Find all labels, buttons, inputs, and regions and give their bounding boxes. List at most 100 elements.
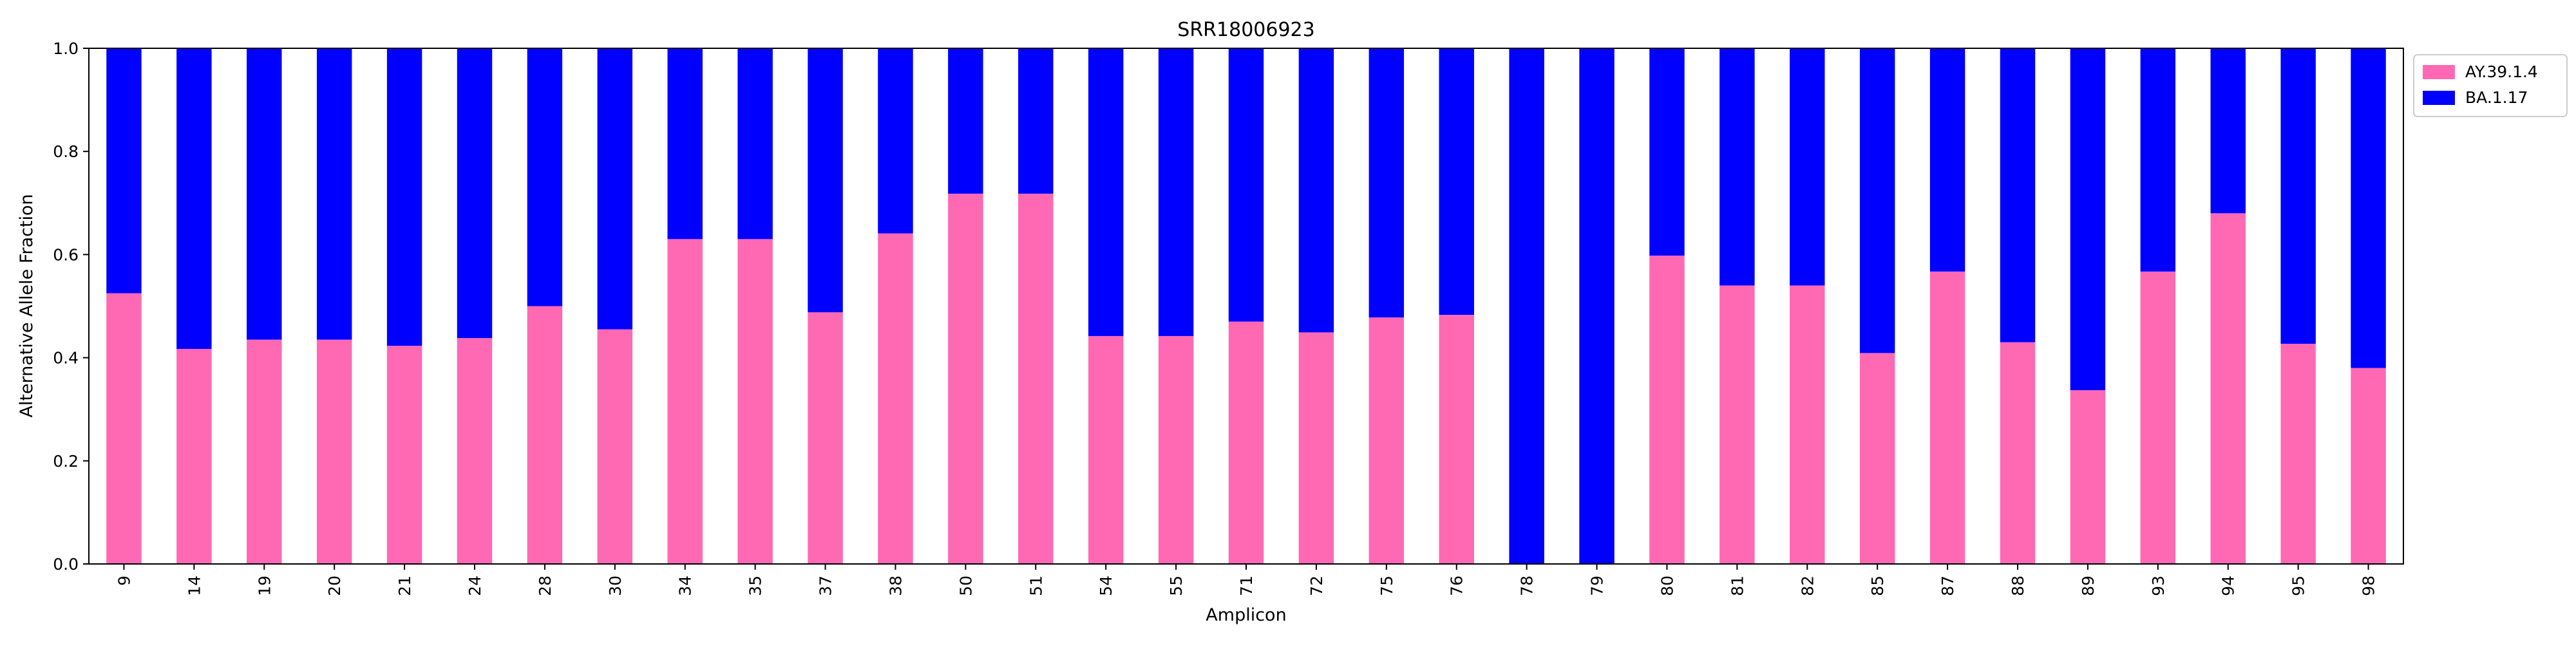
y-tick-label: 0.2 [53, 452, 79, 471]
bar-95-series-0 [2280, 343, 2316, 564]
bar-54-series-0 [1088, 335, 1124, 564]
bar-21-series-0 [386, 346, 422, 564]
bar-79-series-1 [1579, 48, 1615, 564]
axes-layer: 0.0 0.2 0.4 0.6 0.8 1.0 9 14 19 20 21 24 28 30 34 35 37 3… [53, 39, 2404, 596]
bar-93-series-1 [2140, 48, 2176, 272]
x-tick-label: 93 [2149, 576, 2168, 596]
bar-76-series-1 [1439, 48, 1474, 315]
x-tick-label: 37 [817, 576, 835, 596]
bar-35-series-0 [737, 239, 773, 564]
bar-28-series-1 [527, 48, 563, 306]
bar-94-series-0 [2210, 213, 2246, 564]
x-tick-label: 9 [115, 576, 133, 586]
x-tick-label: 55 [1167, 576, 1186, 596]
bar-81-series-0 [1719, 285, 1755, 564]
bar-93-series-0 [2140, 271, 2176, 564]
bar-51-series-1 [1018, 48, 1054, 194]
x-tick-label: 88 [2009, 576, 2027, 596]
x-tick-label: 85 [1868, 576, 1887, 596]
bar-37-series-1 [808, 48, 843, 313]
bar-76-series-0 [1439, 315, 1474, 564]
x-tick-label: 81 [1728, 576, 1747, 596]
bar-14-series-1 [176, 48, 212, 349]
bar-75-series-0 [1368, 317, 1405, 564]
bar-95-series-1 [2280, 48, 2316, 344]
bar-71-series-1 [1228, 48, 1264, 322]
bar-54-series-1 [1088, 48, 1124, 336]
legend-label-series-0: AY.39.1.4 [2465, 62, 2538, 81]
x-tick-label: 14 [185, 576, 204, 596]
bar-24-series-1 [457, 48, 493, 339]
bar-34-series-0 [667, 239, 703, 564]
legend-label-series-1: BA.1.17 [2465, 88, 2528, 107]
x-tick-label: 51 [1027, 576, 1045, 596]
bar-85-series-1 [1859, 48, 1895, 353]
y-tick-label: 0.8 [53, 142, 79, 161]
bar-89-series-0 [2070, 390, 2106, 564]
legend: AY.39.1.4 BA.1.17 [2413, 54, 2568, 117]
x-tick-label: 75 [1378, 576, 1396, 596]
bar-80-series-1 [1649, 48, 1685, 256]
bar-80-series-0 [1649, 256, 1685, 564]
x-tick-label: 34 [676, 576, 695, 596]
bar-75-series-1 [1368, 48, 1405, 318]
x-tick-label: 21 [395, 576, 414, 596]
bar-50-series-0 [948, 193, 983, 565]
x-tick-label: 24 [466, 576, 484, 596]
bar-9-series-1 [106, 48, 142, 294]
x-tick-label: 72 [1307, 576, 1326, 596]
x-tick-label: 80 [1658, 576, 1676, 596]
bar-34-series-1 [667, 48, 703, 239]
bar-20-series-0 [316, 339, 352, 564]
bar-88-series-0 [2000, 342, 2036, 564]
bar-89-series-1 [2070, 48, 2106, 391]
bar-21-series-1 [386, 48, 422, 346]
bar-9-series-0 [106, 293, 142, 564]
bar-19-series-0 [247, 339, 282, 564]
x-tick-label: 38 [886, 576, 905, 596]
x-tick-label: 82 [1798, 576, 1817, 596]
bar-94-series-1 [2210, 48, 2246, 214]
x-tick-label: 94 [2219, 576, 2238, 596]
bar-87-series-0 [1929, 271, 1965, 564]
bar-30-series-0 [597, 329, 633, 564]
bar-88-series-1 [2000, 48, 2036, 342]
bar-19-series-1 [247, 48, 282, 340]
x-tick-label: 95 [2289, 576, 2308, 596]
bar-82-series-1 [1790, 48, 1825, 286]
y-tick-label: 0.6 [53, 245, 79, 264]
legend-swatch-series-1 [2423, 91, 2455, 105]
x-tick-label: 30 [606, 576, 625, 596]
x-axis-label: Amplicon [1206, 605, 1286, 625]
bar-20-series-1 [316, 48, 352, 340]
bar-38-series-0 [878, 233, 913, 565]
bar-72-series-0 [1298, 332, 1334, 564]
y-tick-label: 0.0 [53, 555, 79, 574]
x-tick-label: 35 [746, 576, 765, 596]
x-tick-label: 20 [325, 576, 344, 596]
bar-55-series-0 [1158, 335, 1194, 564]
bar-85-series-0 [1859, 353, 1895, 564]
x-tick-label: 98 [2360, 576, 2378, 596]
bar-50-series-1 [948, 48, 983, 194]
chart-title: SRR18006923 [1177, 19, 1314, 41]
x-tick-label: 79 [1588, 576, 1607, 596]
bar-30-series-1 [597, 48, 633, 330]
x-tick-label: 50 [956, 576, 975, 596]
bar-51-series-0 [1018, 193, 1054, 565]
bar-24-series-0 [457, 338, 493, 564]
x-tick-label: 71 [1237, 576, 1256, 596]
bar-98-series-1 [2351, 48, 2386, 368]
x-tick-label: 76 [1448, 576, 1466, 596]
bar-55-series-1 [1158, 48, 1194, 336]
bar-82-series-0 [1790, 285, 1825, 564]
bars-layer [106, 48, 2386, 565]
bar-38-series-1 [878, 48, 913, 234]
bar-81-series-1 [1719, 48, 1755, 286]
x-tick-label: 78 [1518, 576, 1537, 596]
bar-98-series-0 [2351, 368, 2386, 564]
y-axis-label: Alternative Allele Fraction [17, 194, 37, 417]
bar-37-series-0 [808, 312, 843, 564]
